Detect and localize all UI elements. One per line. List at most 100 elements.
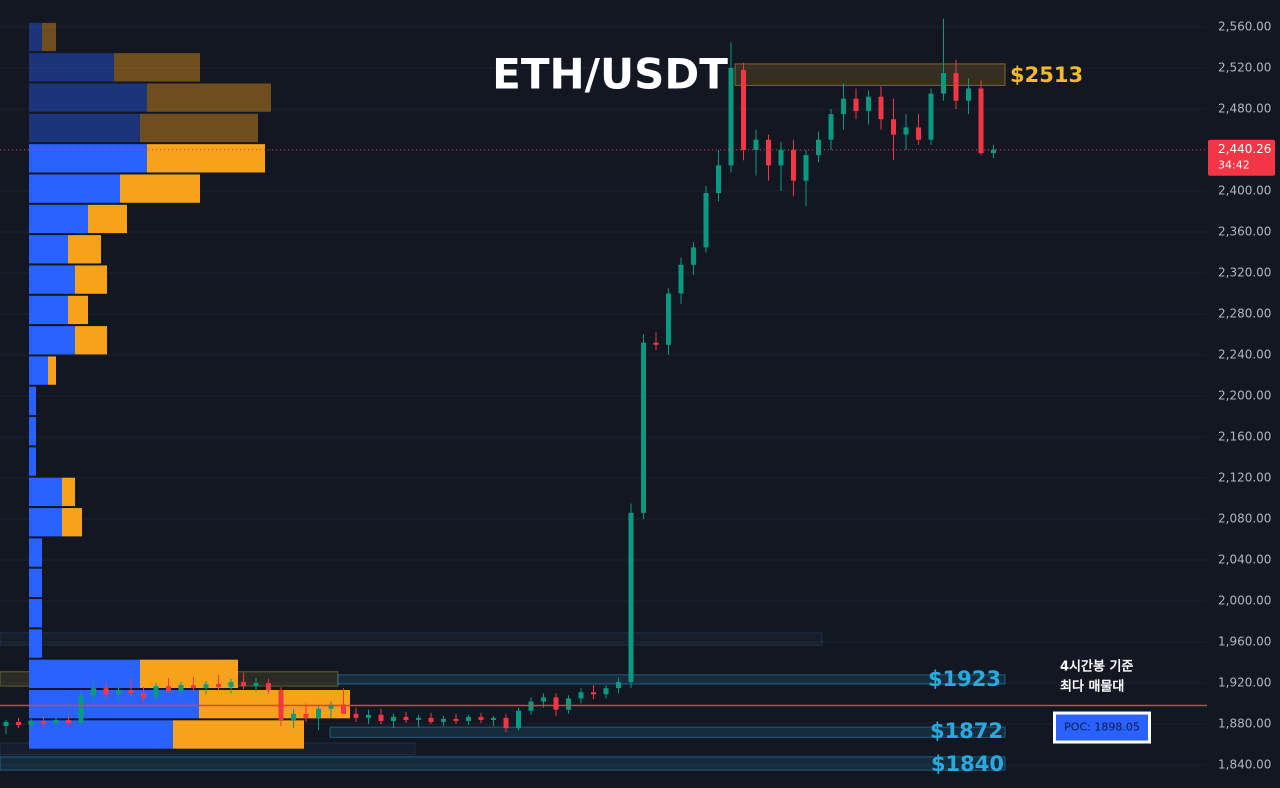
y-tick-label: 1,960.00: [1218, 635, 1271, 649]
candle-body: [903, 127, 909, 135]
profile-up-bar: [29, 477, 62, 507]
candle-body: [678, 264, 684, 294]
profile-up-bar: [29, 326, 75, 355]
zone: [0, 756, 1006, 771]
profile-down-bar: [48, 356, 56, 385]
profile-up-bar: [29, 720, 173, 749]
candle-body: [641, 342, 646, 513]
candle-body: [491, 717, 496, 720]
candle-body: [916, 127, 921, 140]
y-tick-label: 2,520.00: [1218, 60, 1271, 74]
profile-down-bar: [199, 690, 350, 719]
candle-body: [991, 149, 996, 154]
y-tick-label: 2,480.00: [1218, 101, 1271, 115]
profile-up-bar: [29, 174, 120, 203]
candles: [3, 18, 996, 735]
profile-down-bar: [147, 144, 265, 173]
profile-up-bar: [29, 295, 68, 325]
candle-body: [703, 193, 709, 248]
candle-body: [241, 682, 246, 687]
profile-up-bar: [29, 629, 42, 658]
candle-body: [803, 155, 809, 181]
y-tick-label: 2,120.00: [1218, 471, 1271, 485]
profile-down-bar: [68, 235, 101, 264]
candle-body: [691, 247, 696, 265]
profile-up-bar: [29, 204, 88, 234]
grid: [0, 26, 1207, 766]
profile-up-bar: [29, 113, 140, 143]
axis-background: [1207, 0, 1280, 788]
zone-label: $1923: [928, 667, 1001, 691]
profile-down-bar: [75, 265, 107, 294]
candle-body: [166, 686, 171, 692]
candle-body: [28, 720, 34, 726]
zone: [734, 63, 1006, 86]
candle-body: [291, 713, 296, 720]
candle-body: [416, 717, 421, 720]
candle-body: [191, 685, 196, 689]
candle-body: [228, 682, 234, 688]
candle-body: [653, 342, 659, 345]
candle-body: [216, 684, 221, 688]
profile-down-bar: [114, 53, 200, 82]
profile-down-bar: [62, 477, 75, 507]
candle-body: [828, 114, 834, 140]
y-tick-label: 2,280.00: [1218, 306, 1271, 320]
profile-up-bar: [29, 53, 114, 82]
candle-body: [316, 708, 321, 718]
zone: [0, 632, 823, 646]
candle-body: [553, 697, 559, 710]
profile-up-bar: [29, 83, 147, 112]
candle-body: [891, 119, 896, 135]
profile-down-bar: [147, 83, 271, 112]
candle-body: [53, 719, 59, 725]
annotation: 최다 매물대: [1060, 679, 1124, 695]
price-label-box: [1208, 139, 1275, 176]
candle-body: [16, 721, 21, 726]
zone-label: $2513: [1010, 63, 1083, 87]
candle-body: [941, 73, 946, 94]
candle-body: [853, 98, 859, 112]
candle-body: [666, 293, 671, 345]
annotation: 4시간봉 기준: [1060, 659, 1133, 675]
y-tick-label: 2,400.00: [1218, 183, 1271, 197]
candle-body: [341, 704, 346, 714]
y-tick-label: 2,240.00: [1218, 347, 1271, 361]
candle-body: [78, 695, 84, 724]
candle-body: [328, 704, 334, 709]
y-axis: 2,560.002,520.002,480.002,440.002,400.00…: [1207, 0, 1280, 788]
profile-down-bar: [173, 720, 304, 749]
y-tick-label: 2,040.00: [1218, 553, 1271, 567]
profile-up-bar: [29, 144, 147, 173]
candle-body: [478, 716, 484, 720]
candle-body: [753, 139, 759, 150]
candle-body: [616, 682, 621, 689]
y-tick-label: 2,560.00: [1218, 19, 1271, 33]
candle-body: [128, 690, 134, 694]
candle-body: [66, 719, 71, 724]
candle-body: [353, 713, 359, 718]
candle-body: [978, 88, 984, 154]
candle-body: [841, 98, 846, 115]
candle-body: [778, 149, 784, 166]
candle-body: [966, 88, 971, 101]
y-tick-label: 2,000.00: [1218, 594, 1271, 608]
y-tick-label: 2,320.00: [1218, 265, 1271, 279]
candle-body: [116, 690, 121, 695]
candle-body: [428, 717, 434, 722]
candle-body: [466, 716, 471, 721]
profile-up-bar: [29, 538, 42, 567]
profile-up-bar: [29, 417, 36, 446]
price-label: 2,440.26: [1218, 142, 1271, 156]
candle-body: [91, 688, 96, 696]
candle-body: [378, 714, 384, 721]
overlays: $2513 $1923 $1872 $1840 POC: 1898.05 4시간봉 기준최…: [0, 63, 1207, 776]
y-tick-label: 2,200.00: [1218, 388, 1271, 402]
volume-profile: [29, 22, 350, 749]
profile-down-bar: [68, 295, 88, 325]
candle-body: [3, 721, 9, 727]
y-tick-label: 1,920.00: [1218, 676, 1271, 690]
y-tick-label: 2,160.00: [1218, 430, 1271, 444]
candle-body: [178, 685, 184, 692]
